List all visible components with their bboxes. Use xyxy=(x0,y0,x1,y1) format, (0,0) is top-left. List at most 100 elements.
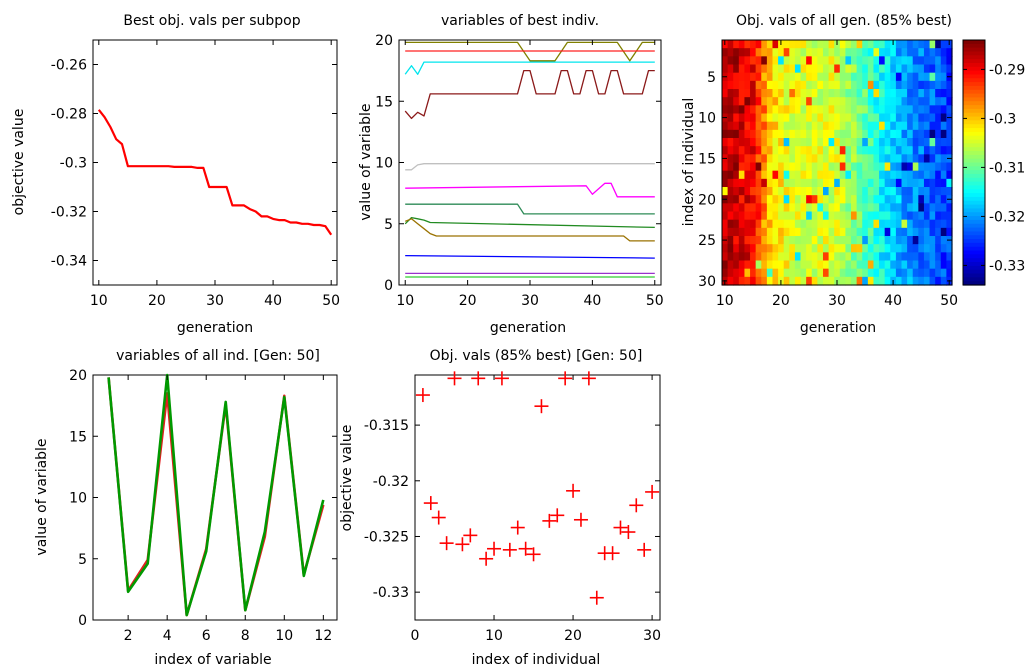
heatmap-cell xyxy=(811,72,818,82)
heatmap-cell xyxy=(822,236,830,245)
x-tick-label: 40 xyxy=(884,293,902,309)
heatmap-cell xyxy=(907,121,914,131)
heatmap-cell xyxy=(755,113,762,123)
heatmap-cell xyxy=(778,146,785,155)
plot5-ticks: 0 10 20 30 -0.33 -0.325 -0.32 -0.315 xyxy=(364,375,661,644)
heatmap-cell xyxy=(800,56,807,66)
heatmap-cell xyxy=(727,219,734,229)
heatmap-cell xyxy=(822,121,830,131)
heatmap-cell xyxy=(845,195,852,204)
heatmap-cell xyxy=(783,268,790,278)
heatmap-cell xyxy=(907,170,914,180)
heatmap-cell xyxy=(856,195,863,204)
heatmap-cell xyxy=(884,48,891,57)
heatmap-cell xyxy=(772,105,779,115)
colorbar-step xyxy=(963,235,985,240)
heatmap-cell xyxy=(862,170,869,180)
heatmap-cell xyxy=(879,219,886,229)
heatmap-cell xyxy=(766,276,774,286)
y-tick-label: 15 xyxy=(375,94,393,110)
heatmap-cell xyxy=(738,48,746,57)
heatmap-cell xyxy=(817,129,824,139)
heatmap-cell xyxy=(923,40,931,49)
heatmap-cell xyxy=(929,227,936,237)
heatmap-cell xyxy=(879,64,886,74)
heatmap-cell xyxy=(783,260,790,270)
heatmap-cell xyxy=(901,187,908,196)
heatmap-cell xyxy=(755,138,762,147)
heatmap-cell xyxy=(794,187,802,196)
heatmap-cell xyxy=(783,48,790,57)
plot4-axes xyxy=(92,374,338,621)
heatmap-cell xyxy=(811,113,818,123)
heatmap-cell xyxy=(901,89,908,98)
heatmap-cell xyxy=(940,72,947,82)
heatmap-cell xyxy=(856,268,863,278)
heatmap-cell xyxy=(828,121,835,131)
heatmap-cell xyxy=(856,80,863,90)
heatmap-cell xyxy=(890,227,897,237)
heatmap-cell xyxy=(778,252,785,262)
heatmap-cell xyxy=(722,227,729,237)
heatmap-cell xyxy=(822,113,830,123)
heatmap-cell xyxy=(834,236,841,245)
heatmap-cell xyxy=(750,178,757,188)
heatmap-cell xyxy=(862,260,869,270)
heatmap-cell xyxy=(946,252,953,262)
heatmap-cell xyxy=(935,203,942,213)
heatmap-cell xyxy=(806,138,813,147)
heatmap-cell xyxy=(895,40,903,49)
heatmap-cell xyxy=(862,105,869,115)
heatmap-cell xyxy=(772,244,779,253)
heatmap-cell xyxy=(800,203,807,213)
heatmap-cell xyxy=(884,227,891,237)
heatmap-cell xyxy=(845,48,852,57)
heatmap-cell xyxy=(890,97,897,106)
colorbar-step xyxy=(963,231,985,236)
heatmap-cell xyxy=(935,260,942,270)
heatmap-cell xyxy=(772,219,779,229)
heatmap-cell xyxy=(817,195,824,204)
y-tick-label: -0.26 xyxy=(51,58,87,74)
heatmap-cell xyxy=(907,89,914,98)
heatmap-cell xyxy=(828,268,835,278)
heatmap-cell xyxy=(862,203,869,213)
heatmap-cell xyxy=(862,56,869,66)
heatmap-cell xyxy=(935,195,942,204)
heatmap-cell xyxy=(912,195,919,204)
heatmap-cell xyxy=(834,113,841,123)
heatmap-cell xyxy=(822,146,830,155)
heatmap-cell xyxy=(895,162,903,172)
heatmap-cell xyxy=(839,227,847,237)
heatmap-cell xyxy=(901,203,908,213)
heatmap-cell xyxy=(845,72,852,82)
heatmap-cell xyxy=(929,252,936,262)
heatmap-cell xyxy=(761,276,768,286)
heatmap-cell xyxy=(806,187,813,196)
heatmap-cell xyxy=(946,187,953,196)
heatmap-cell xyxy=(890,162,897,172)
heatmap-cell xyxy=(778,97,785,106)
heatmap-cell xyxy=(867,72,875,82)
heatmap-cell xyxy=(935,227,942,237)
heatmap-cell xyxy=(828,187,835,196)
heatmap-cell xyxy=(800,48,807,57)
heatmap-cell xyxy=(879,276,886,286)
heatmap-cell xyxy=(828,170,835,180)
heatmap-cell xyxy=(895,64,903,74)
heatmap-cell xyxy=(907,146,914,155)
heatmap-cell xyxy=(912,162,919,172)
heatmap-cell xyxy=(929,219,936,229)
heatmap-cell xyxy=(834,64,841,74)
heatmap-cell xyxy=(940,97,947,106)
heatmap-cell xyxy=(750,276,757,286)
heatmap-cell xyxy=(727,244,734,253)
heatmap-cell xyxy=(766,154,774,164)
heatmap-cell xyxy=(918,244,925,253)
heatmap-cell xyxy=(935,40,942,49)
heatmap-cell xyxy=(912,260,919,270)
heatmap-cell xyxy=(834,121,841,131)
heatmap-cell xyxy=(912,178,919,188)
heatmap-cell xyxy=(862,48,869,57)
heatmap-cell xyxy=(811,276,818,286)
